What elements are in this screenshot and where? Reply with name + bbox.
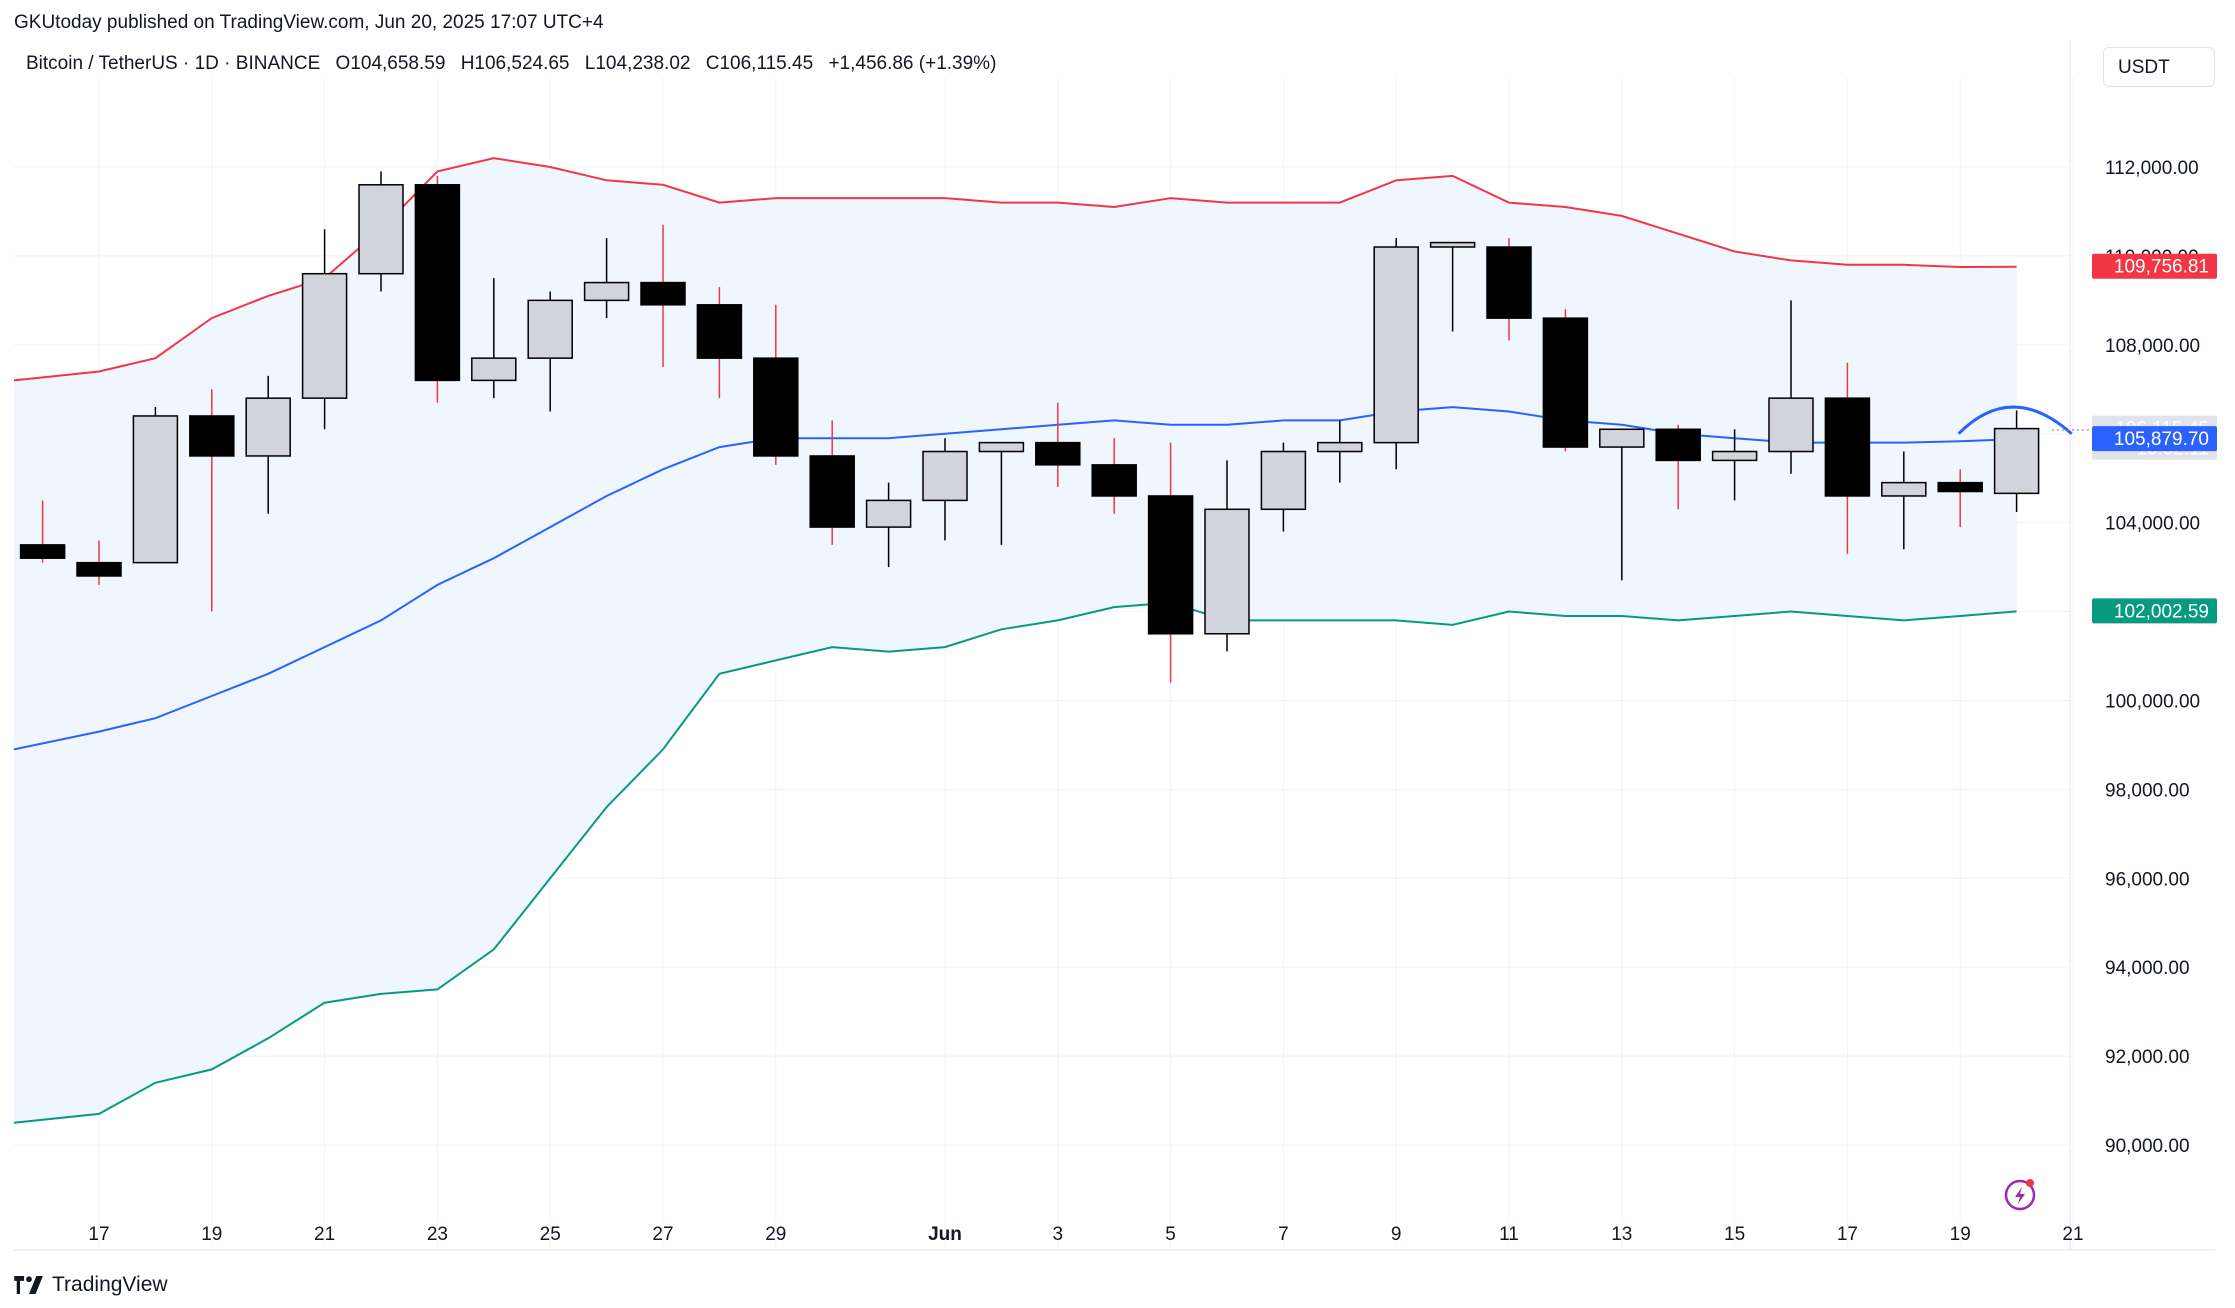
candle-body — [1542, 317, 1589, 448]
lower-band-line — [13, 601, 2017, 1124]
tag-background — [2092, 598, 2217, 624]
y-tick-label: 98,000.00 — [2105, 780, 2190, 801]
candle-body — [583, 281, 630, 302]
candle-body — [471, 357, 517, 382]
x-tick-label: 5 — [1165, 1224, 1176, 1245]
x-tick-label: 3 — [1053, 1224, 1064, 1245]
y-tick-label: 108,000.00 — [2105, 336, 2200, 357]
brand-label: TradingView — [52, 1273, 168, 1296]
y-tick-label: 96,000.00 — [2105, 869, 2190, 890]
candle-body — [1204, 508, 1250, 635]
candle-body — [1091, 464, 1137, 497]
symbol-title[interactable]: Bitcoin / TetherUS · 1D · BINANCE — [26, 53, 321, 74]
candle-body — [1035, 441, 1081, 466]
tag-background — [2092, 426, 2217, 452]
y-tick-label: 92,000.00 — [2105, 1047, 2190, 1068]
candle-body — [1824, 397, 1871, 497]
candle-body — [1317, 441, 1363, 453]
candle-body — [301, 272, 348, 399]
candle-body — [865, 499, 912, 528]
legend-high: H106,524.65 — [460, 53, 570, 74]
candle-body — [1486, 246, 1532, 319]
currency-button[interactable]: USDT — [2103, 47, 2215, 87]
published-header: GKUtoday published on TradingView.com, J… — [14, 12, 604, 33]
candle-body — [1147, 495, 1194, 635]
candle-body — [922, 450, 968, 502]
tradingview-logo-icon — [14, 1276, 43, 1294]
replay-lightning-icon[interactable] — [2004, 1179, 2036, 1211]
candle-body — [978, 441, 1025, 453]
candle-body — [753, 357, 799, 457]
candle-body — [1881, 481, 1927, 497]
candle-body — [1768, 397, 1814, 453]
candle-body — [1655, 428, 1701, 462]
x-tick-label: 15 — [1724, 1224, 1745, 1245]
candle-body — [1260, 450, 1307, 511]
candles-group — [19, 171, 2040, 683]
y-tick-label: 112,000.00 — [2105, 158, 2199, 179]
tag-label: 105,879.70 — [2114, 429, 2209, 450]
candle-body — [809, 455, 855, 528]
x-tick-label: 7 — [1278, 1224, 1289, 1245]
bollinger-band-fill — [14, 158, 2017, 1123]
tradingview-brand[interactable]: TradingView — [14, 1273, 168, 1297]
tag-label: 109,756.81 — [2114, 257, 2209, 278]
x-tick-label: 19 — [201, 1224, 222, 1245]
upper-band-tag: 109,756.81 — [2092, 253, 2217, 279]
x-tick-label: Jun — [928, 1224, 962, 1245]
y-tick-label: 100,000.00 — [2105, 691, 2200, 712]
candle-body — [189, 415, 235, 457]
tag-background — [2092, 253, 2217, 279]
x-tick-label: 17 — [1837, 1224, 1858, 1245]
legend-change: +1,456.86 (+1.39%) — [828, 53, 997, 74]
basis-tag: 105,879.70 — [2092, 426, 2217, 452]
x-tick-label: 11 — [1499, 1224, 1519, 1245]
candle-body — [245, 397, 291, 457]
forecast-arc — [1957, 405, 2073, 435]
candle-body — [1429, 241, 1476, 248]
x-tick-label: 17 — [88, 1224, 109, 1245]
x-tick-label: 9 — [1391, 1224, 1402, 1245]
legend-close: C106,115.45 — [705, 53, 814, 74]
tag-label: 102,002.59 — [2114, 601, 2209, 622]
candle-body — [696, 304, 743, 359]
candle-body — [1993, 427, 2040, 495]
y-axis[interactable]: 90,000.00 92,000.00 94,000.00 96,000.00 98,0… — [2105, 158, 2200, 1157]
x-tick-label: 29 — [765, 1224, 786, 1245]
legend-low: L104,238.02 — [584, 53, 691, 74]
candle-body — [1599, 428, 1645, 448]
x-tick-label: 21 — [2062, 1224, 2083, 1245]
x-tick-label: 27 — [652, 1224, 673, 1245]
candle-body — [1937, 481, 1983, 493]
y-tick-label: 104,000.00 — [2105, 514, 2200, 535]
x-tick-label: 21 — [314, 1224, 335, 1245]
y-tick-label: 94,000.00 — [2105, 958, 2190, 979]
candle-body — [414, 184, 461, 382]
candle-body — [358, 184, 404, 275]
candle-body — [132, 415, 179, 564]
x-tick-label: 23 — [427, 1224, 448, 1245]
candle-body — [1373, 246, 1419, 444]
lower-band-tag: 102,002.59 — [2092, 598, 2217, 624]
candle-body — [1711, 450, 1758, 462]
price-tags: 109,756.81106,115.4510:52:11105,879.7010… — [2092, 253, 2217, 624]
legend-open: O104,658.59 — [335, 53, 446, 74]
x-axis[interactable]: 17 19 21 23 25 27 29 Jun 3 5 7 9 11 13 15 17 19 21 — [88, 1224, 2083, 1245]
candle-body — [19, 544, 66, 559]
y-tick-label: 90,000.00 — [2105, 1136, 2190, 1157]
candle-body — [76, 561, 122, 577]
x-tick-label: 19 — [1950, 1224, 1971, 1245]
candle-body — [527, 299, 573, 359]
x-tick-label: 13 — [1611, 1224, 1632, 1245]
ohlc-legend: Bitcoin / TetherUS · 1D · BINANCE O104,6… — [26, 53, 1006, 75]
candle-body — [640, 281, 686, 306]
x-tick-label: 25 — [540, 1224, 561, 1245]
